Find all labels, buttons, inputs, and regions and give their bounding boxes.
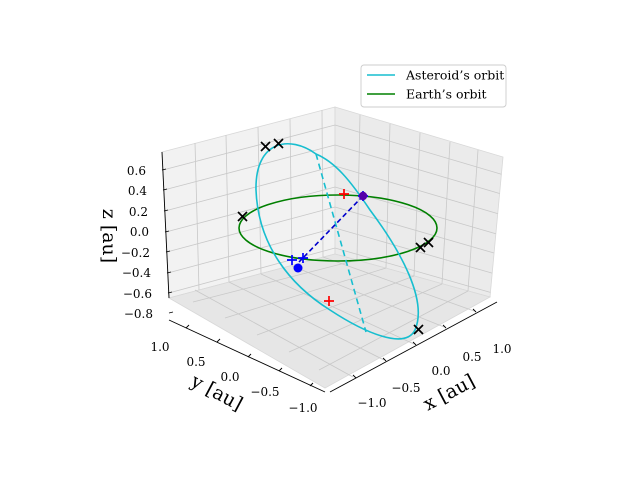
earth-orbit-line: [238, 194, 438, 262]
plus-marker-red: [339, 189, 349, 199]
z-tick-0.4: 0.4: [128, 184, 147, 198]
tick-marks: [161, 168, 477, 387]
y-tick-1.0: 1.0: [150, 340, 169, 354]
legend: Asteroid’s orbit Earth’s orbit: [360, 64, 507, 108]
x-marker: [237, 211, 248, 222]
z-tick-0.0: 0.0: [130, 225, 149, 239]
x-marker: [260, 141, 271, 152]
earth-position-dot: [358, 191, 368, 201]
x-tick-m0.5: −0.5: [391, 381, 420, 395]
z-grid-line: [166, 206, 495, 254]
y-tick-0.0: 0.0: [220, 370, 239, 384]
red-plus-markers: [324, 189, 349, 306]
x-tick-0.5: 0.5: [462, 350, 481, 364]
x-markers: [237, 138, 434, 335]
z-grid-line: [162, 124, 502, 175]
asteroid-position-dot: [293, 263, 303, 273]
z-axis-line: [161, 151, 170, 299]
y-tick-0.5: 0.5: [186, 355, 205, 369]
z-axis-label: z [au]: [98, 209, 120, 263]
y-axis-line: [168, 319, 326, 393]
plus-marker-red: [324, 296, 334, 306]
plus-marker-blue: [298, 253, 308, 263]
z-tick-m0.2: −0.2: [121, 246, 150, 260]
asteroid-orbit-line: [255, 143, 420, 340]
connector-dashed-line: [298, 195, 364, 263]
z-grid-line: [163, 144, 500, 194]
blue-plus-markers: [287, 191, 368, 265]
x-marker: [423, 237, 434, 248]
x-tick-m1.0: −1.0: [357, 396, 386, 410]
z-grid-line: [165, 186, 496, 235]
legend-label-earth: Earth’s orbit: [406, 87, 487, 102]
legend-box: [360, 64, 507, 108]
x-axis-line: [329, 301, 498, 393]
plus-marker-blue: [287, 255, 297, 265]
y-tick-m1.0: −1.0: [288, 401, 317, 415]
x-marker: [415, 242, 426, 253]
z-grid-lines: [162, 124, 502, 294]
x-tick-1.0: 1.0: [492, 342, 511, 356]
grid-lines: [192, 109, 479, 378]
z-tick-m0.6: −0.6: [123, 287, 152, 301]
z-tick-m0.8: −0.8: [124, 307, 153, 321]
legend-label-asteroid: Asteroid’s orbit: [405, 68, 504, 83]
asteroid-orbit-back-dashed: [315, 153, 367, 333]
x-tick-0.0: 0.0: [431, 364, 450, 378]
y-tick-m0.5: −0.5: [250, 385, 279, 399]
z-grid-line: [167, 227, 493, 274]
z-grid-line: [168, 247, 491, 294]
z-tick-m0.4: −0.4: [122, 266, 152, 280]
x-marker: [273, 138, 284, 149]
z-tick-0.2: 0.2: [129, 205, 148, 219]
z-tick-0.6: 0.6: [127, 164, 146, 178]
x-marker: [413, 324, 424, 335]
